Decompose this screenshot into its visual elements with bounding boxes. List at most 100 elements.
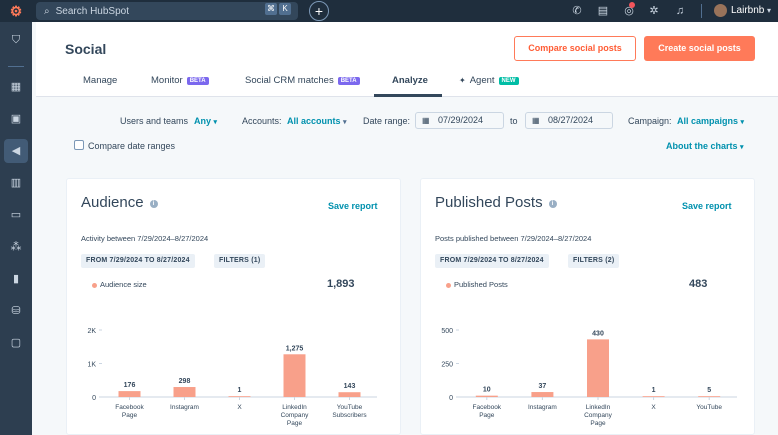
marketing-icon[interactable]: ◀ [4,139,28,163]
campaign-dropdown[interactable]: All campaigns ▾ [677,116,744,126]
search-placeholder: Search HubSpot [55,5,129,17]
audience-title: Audience i [81,194,158,211]
save-report-link[interactable]: Save report [682,201,732,211]
info-icon[interactable]: i [149,200,158,208]
sidebar-divider [8,66,24,67]
data-label: 10 [483,387,491,394]
info-icon[interactable]: i [548,200,557,208]
data-label: 298 [179,378,191,385]
published-posts-bar-chart: 025050010FacebookPage37Instagram430Linke… [441,328,737,427]
start-date-input[interactable]: ▦ 07/29/2024 [415,112,504,129]
settings-icon[interactable]: ✲ [649,5,659,17]
chevron-down-icon: ▾ [740,144,744,151]
card-title-text: Audience [81,194,144,211]
notifications-icon[interactable]: ◎ [624,5,634,17]
library-icon[interactable]: ▢ [10,337,22,349]
x-tick-label: Facebook [473,404,502,411]
accounts-value: All accounts [287,116,341,126]
chevron-down-icon[interactable]: ▾ [766,6,771,15]
dashboard-icon[interactable]: ▦ [10,81,22,93]
x-tick-label: X [651,404,656,411]
tab-analyze[interactable]: Analyze [392,75,428,86]
automation-icon[interactable]: ⁂ [10,241,22,253]
chevron-down-icon: ▾ [213,119,218,126]
x-tick-label: LinkedIn [282,404,307,411]
data-label: 1,275 [286,345,304,352]
marketplace-icon[interactable]: ▤ [597,5,609,17]
bell-icon[interactable]: ♫ [675,5,685,17]
hubspot-logo-icon[interactable]: ⚙ [9,3,23,19]
y-tick-label: 1K [87,362,96,369]
data-label: 430 [592,330,604,337]
audience-subtitle: Activity between 7/29/2024–8/27/2024 [81,234,209,243]
accounts-dropdown[interactable]: All accounts ▾ [287,116,347,126]
y-tick-label: 2K [87,328,96,335]
published-posts-total: 483 [689,278,708,290]
x-tick-label: X [237,404,242,411]
legend-label: Published Posts [454,280,508,289]
end-date-input[interactable]: ▦ 08/27/2024 [525,112,613,129]
date-range-chip[interactable]: FROM 7/29/2024 TO 8/27/2024 [435,254,549,268]
date-range-chip[interactable]: FROM 7/29/2024 TO 8/27/2024 [81,254,195,268]
tab-label: Social CRM matches [245,75,334,86]
legend-swatch [446,283,451,288]
content-icon[interactable]: ▥ [10,177,22,189]
filters-chip[interactable]: FILTERS (2) [568,254,620,268]
published-posts-title: Published Posts i [435,194,557,211]
users-teams-value: Any [194,116,212,126]
published-posts-card: Published Posts i Save report Posts publi… [420,178,755,435]
bookmark-icon[interactable]: ⛉ [11,34,21,46]
bar [283,354,306,397]
x-tick-label: Instagram [170,404,199,411]
data-icon[interactable]: ⛁ [11,305,21,317]
tab-label: Analyze [392,75,428,86]
phone-icon[interactable]: ✆ [572,5,582,17]
page-title: Social [65,41,107,57]
active-tab-indicator [374,94,442,97]
create-social-posts-button[interactable]: Create social posts [644,36,755,61]
beta-badge: BETA [337,77,360,85]
x-tick-label: YouTube [337,404,363,411]
commerce-icon[interactable]: ▭ [10,209,22,221]
y-tick-label: 0 [92,395,96,402]
bar [587,339,609,397]
tab-agent[interactable]: ✦ Agent NEW [459,75,519,86]
bar [338,392,361,397]
start-date-value: 07/29/2024 [438,115,484,125]
chevron-down-icon: ▾ [740,119,745,126]
users-teams-dropdown[interactable]: Any ▾ [194,116,217,126]
save-report-link[interactable]: Save report [328,201,378,211]
contacts-icon[interactable]: ▣ [10,113,22,125]
legend-label: Audience size [100,280,147,289]
compare-date-ranges-label[interactable]: Compare date ranges [88,141,176,151]
x-tick-label: Company [281,412,310,419]
sidebar: ⛉ ▦ ▣ ◀ ▥ ▭ ⁂ ▮ ⛁ ▢ [0,22,32,435]
create-new-button[interactable]: + [309,1,329,21]
campaign-label: Campaign: [628,116,672,126]
reporting-icon[interactable]: ▮ [12,273,20,285]
tab-social-crm-matches[interactable]: Social CRM matches BETA [245,75,360,86]
sparkle-icon: ✦ [459,76,466,85]
search-bar[interactable]: ⌕ Search HubSpot [36,2,298,20]
page-header: Social Compare social posts Create socia… [36,22,778,97]
account-name[interactable]: Lairbnb [731,5,765,16]
date-to-label: to [510,116,518,126]
x-tick-label: Subscribers [332,412,367,419]
x-tick-label: Company [584,412,613,419]
audience-card: Audience i Save report Activity between 7… [66,178,401,435]
tab-manage[interactable]: Manage [83,75,117,86]
compare-date-ranges-checkbox[interactable] [74,140,84,150]
topbar-divider [701,4,702,18]
x-tick-label: Facebook [115,404,144,411]
compare-social-posts-button[interactable]: Compare social posts [514,36,636,61]
about-the-charts-link[interactable]: About the charts ▾ [666,141,744,151]
data-label: 1 [652,387,656,394]
tab-label: Agent [469,75,495,86]
x-tick-label: Page [590,420,606,427]
tab-monitor[interactable]: Monitor BETA [151,75,209,86]
calendar-icon: ▦ [532,116,540,125]
avatar[interactable] [714,4,727,17]
campaign-value: All campaigns [677,116,739,126]
filters-chip[interactable]: FILTERS (1) [214,254,266,268]
data-label: 37 [539,383,547,390]
